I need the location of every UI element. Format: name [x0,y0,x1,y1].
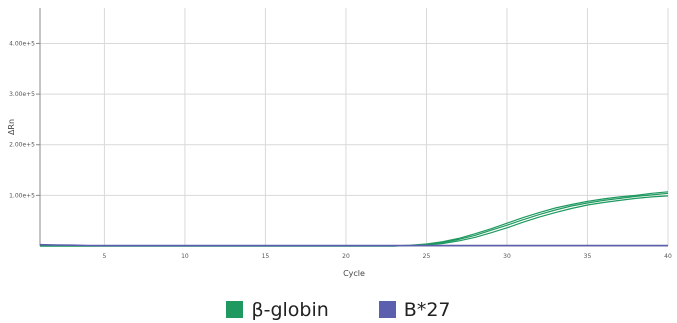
amplification-plot: 5 10 15 20 25 30 35 40 1.00e+5 2.00e+5 3.00e+5 4.0… [7,8,672,278]
x-tick-label-3: 20 [342,253,350,260]
series-line-2 [40,191,669,247]
legend-swatch-beta-globin [226,301,244,318]
x-tick-label-1: 10 [181,253,189,260]
legend: β-globin B*27 [0,296,677,323]
y-axis-title: ΔRn [7,119,16,135]
series-line-3 [39,243,668,247]
legend-swatch-b27 [378,301,396,318]
y-tick-labels: 1.00e+5 2.00e+5 3.00e+5 4.00e+5 [9,40,35,199]
y-tick-label-0: 1.00e+5 [9,192,35,199]
grid-lines [36,8,669,246]
series-lines [39,191,669,247]
y-tick-label-1: 2.00e+5 [9,142,35,149]
x-tick-label-6: 35 [584,253,592,260]
y-tick-label-3: 4.00e+5 [9,40,35,47]
x-tick-label-2: 15 [262,253,270,260]
x-tick-label-7: 40 [664,253,672,260]
legend-item-b27: B*27 [378,298,451,321]
x-tick-label-0: 5 [102,253,106,260]
y-tick-label-2: 3.00e+5 [9,91,35,98]
x-tick-label-4: 25 [423,253,431,260]
series-line-1 [40,192,669,247]
legend-label-b27: B*27 [403,298,451,321]
x-axis-title: Cycle [343,269,365,278]
legend-label-beta-globin: β-globin [251,298,329,321]
legend-item-beta-globin: β-globin [226,298,329,321]
series-line-0 [40,195,669,247]
x-tick-label-5: 30 [503,253,511,260]
x-tick-labels: 5 10 15 20 25 30 35 40 [102,253,672,260]
